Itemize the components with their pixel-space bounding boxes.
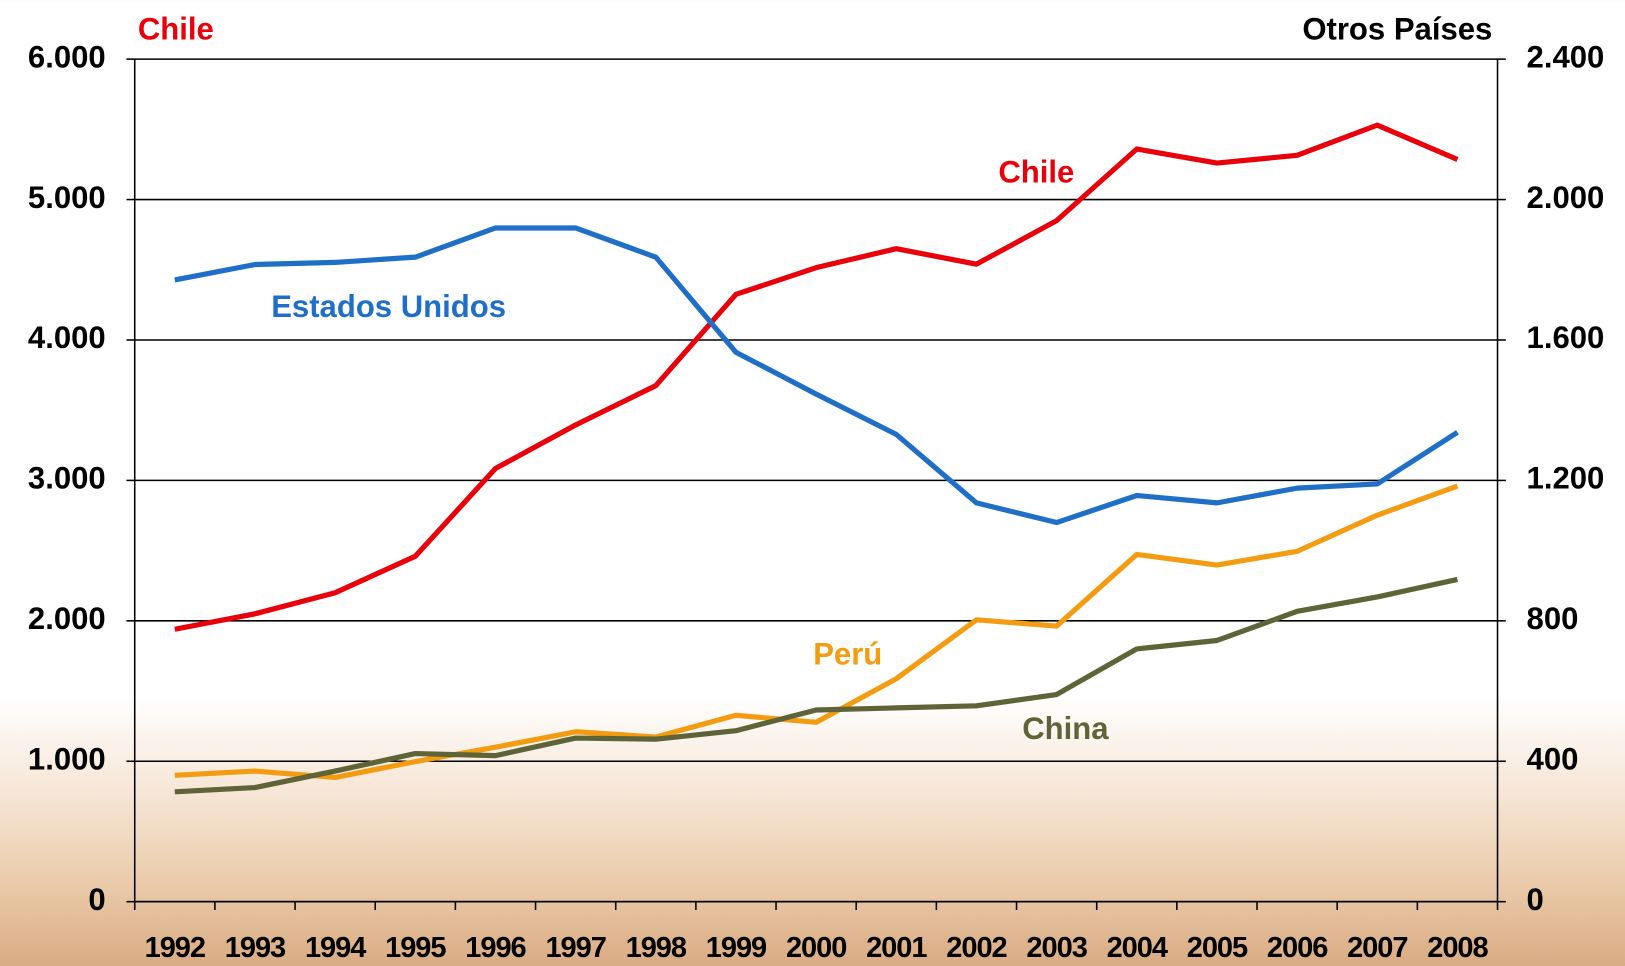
x-tick-label: 1994: [305, 932, 366, 964]
y-tick-label: 6.000: [28, 39, 106, 74]
y2-tick-label: 1.200: [1527, 461, 1605, 496]
x-tick-label: 2002: [946, 932, 1006, 964]
x-tick-label: 2007: [1347, 932, 1407, 964]
series-line: [175, 228, 1458, 523]
y-tick-label: 2.000: [28, 601, 106, 636]
y2-tick-label: 400: [1527, 741, 1579, 776]
x-tick-label: 2006: [1267, 932, 1328, 964]
x-tick-label: 2003: [1026, 932, 1087, 964]
x-tick-label: 2001: [866, 932, 927, 964]
x-tick-label: 1998: [626, 932, 687, 964]
y-tick-label: 3.000: [28, 461, 106, 496]
chart: Chile Otros Países 0 1.000 2.000 3.000 4.000…: [0, 0, 1625, 966]
x-tick-label: 1999: [706, 932, 767, 964]
x-tick-label: 1996: [465, 932, 526, 964]
x-tick-label: 2008: [1427, 932, 1488, 964]
x-tick-label: 2004: [1107, 932, 1168, 964]
y2-tick-label: 0: [1527, 882, 1544, 917]
series-label: Chile: [998, 154, 1074, 189]
y2-tick-label: 1.600: [1527, 320, 1605, 355]
x-tick-label: 2000: [786, 932, 846, 964]
series-label: Estados Unidos: [271, 289, 506, 324]
series-line: [175, 486, 1458, 777]
x-tick-label: 1992: [145, 932, 205, 964]
y-tick-label: 1.000: [28, 741, 106, 776]
y-axis-title: Chile: [138, 11, 214, 46]
y-tick-label: 0: [88, 882, 105, 917]
y2-tick-label: 800: [1527, 601, 1579, 636]
y2-axis-title: Otros Países: [1302, 11, 1492, 46]
series-label: China: [1022, 711, 1109, 746]
x-tick-label: 1995: [385, 932, 446, 964]
y-tick-label: 4.000: [28, 320, 106, 355]
x-tick-label: 1997: [545, 932, 605, 964]
y-tick-label: 5.000: [28, 180, 106, 215]
y2-tick-label: 2.400: [1527, 39, 1605, 74]
x-tick-label: 1993: [225, 932, 286, 964]
series-line: [175, 579, 1458, 791]
y2-tick-label: 2.000: [1527, 180, 1605, 215]
series-label: Perú: [813, 636, 882, 671]
x-tick-label: 2005: [1187, 932, 1248, 964]
series-line: [175, 125, 1458, 629]
